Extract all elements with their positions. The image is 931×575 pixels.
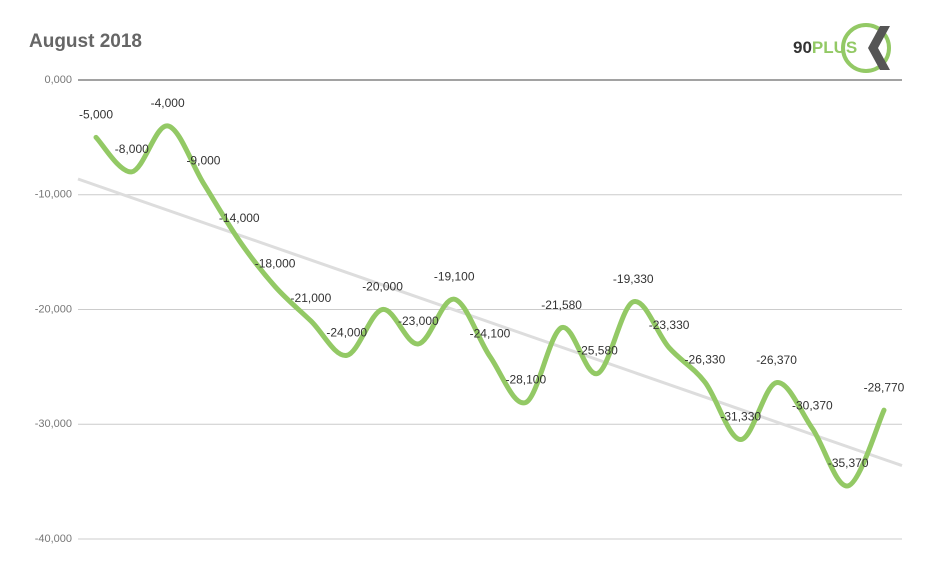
logo-text: 90PLUS — [793, 38, 857, 57]
data-label: -26,370 — [756, 353, 797, 367]
data-label: -21,580 — [541, 298, 582, 312]
data-label: -9,000 — [186, 153, 220, 167]
data-label: -14,000 — [219, 211, 260, 225]
data-label: -24,000 — [326, 326, 367, 340]
data-label: -8,000 — [115, 142, 149, 156]
data-label: -31,330 — [720, 410, 761, 424]
data-label: -35,370 — [828, 456, 869, 470]
data-label: -19,100 — [434, 269, 475, 283]
logo-ring — [841, 23, 891, 73]
logo-mark — [868, 26, 890, 70]
data-label: -19,330 — [613, 272, 654, 286]
data-label: -24,100 — [470, 327, 511, 341]
y-tick-label: -40,000 — [35, 533, 72, 545]
data-label: -28,100 — [505, 373, 546, 387]
logo-part: 90 — [793, 38, 812, 57]
y-tick-label: -30,000 — [35, 418, 72, 430]
chart-title: August 2018 — [29, 31, 142, 52]
data-label: -25,580 — [577, 344, 618, 358]
y-tick-label: 0,000 — [44, 74, 72, 86]
logo: 90PLUS — [793, 23, 891, 73]
y-tick-label: -10,000 — [35, 189, 72, 201]
data-label: -21,000 — [291, 291, 332, 305]
data-label: -23,330 — [649, 318, 690, 332]
y-tick-label: -20,000 — [35, 303, 72, 315]
data-label: -4,000 — [151, 96, 185, 110]
trendline — [77, 177, 903, 468]
logo-part: PLUS — [812, 38, 857, 57]
data-label: -30,370 — [792, 399, 833, 413]
data-label: -18,000 — [255, 257, 296, 271]
data-label: -5,000 — [79, 108, 113, 122]
data-label: -20,000 — [362, 280, 403, 294]
data-line — [93, 123, 887, 489]
data-label: -23,000 — [398, 314, 439, 328]
data-label: -28,770 — [864, 380, 905, 394]
data-label: -26,330 — [685, 352, 726, 366]
